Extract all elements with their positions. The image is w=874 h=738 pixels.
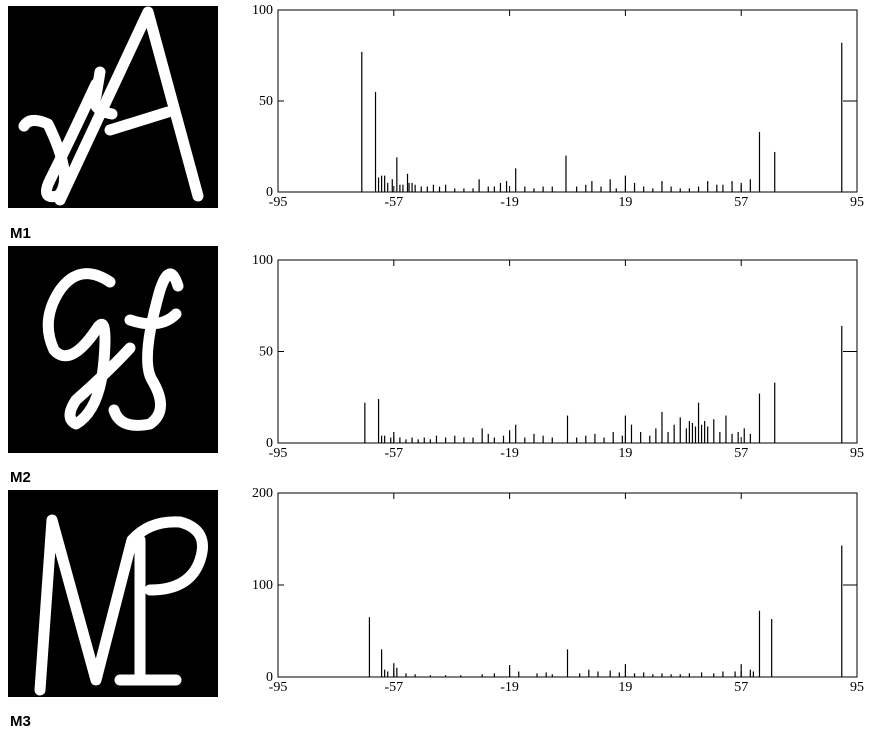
signature-image (8, 490, 218, 697)
x-tick-label: 19 (618, 195, 632, 210)
x-tick-label: -19 (500, 680, 519, 695)
y-tick-label: 0 (266, 185, 273, 200)
y-tick-label: 50 (259, 94, 273, 109)
x-tick-label: 19 (618, 680, 632, 695)
panel-label: M1 (10, 225, 31, 242)
x-tick-label: 57 (734, 195, 748, 210)
y-tick-label: 0 (266, 670, 273, 685)
x-tick-label: -19 (500, 446, 519, 461)
panel-label: M3 (10, 713, 31, 730)
x-tick-label: -95 (269, 446, 288, 461)
x-tick-label: -95 (269, 680, 288, 695)
y-tick-label: 200 (252, 486, 273, 501)
y-tick-label: 100 (252, 253, 273, 268)
x-tick-label: -57 (384, 680, 403, 695)
x-tick-label: -57 (384, 195, 403, 210)
x-tick-label: 95 (850, 195, 864, 210)
x-tick-label: 19 (618, 446, 632, 461)
y-tick-label: 50 (259, 345, 273, 360)
y-tick-label: 100 (252, 3, 273, 18)
signature-image (8, 6, 218, 208)
x-tick-label: 57 (734, 680, 748, 695)
y-tick-label: 100 (252, 578, 273, 593)
x-tick-label: -95 (269, 195, 288, 210)
x-tick-label: 95 (850, 680, 864, 695)
x-tick-label: -57 (384, 446, 403, 461)
x-tick-label: 57 (734, 446, 748, 461)
y-tick-label: 0 (266, 436, 273, 451)
signature-image (8, 246, 218, 453)
plot-frame (277, 9, 858, 193)
x-tick-label: 95 (850, 446, 864, 461)
x-tick-label: -19 (500, 195, 519, 210)
panel-label: M2 (10, 469, 31, 486)
